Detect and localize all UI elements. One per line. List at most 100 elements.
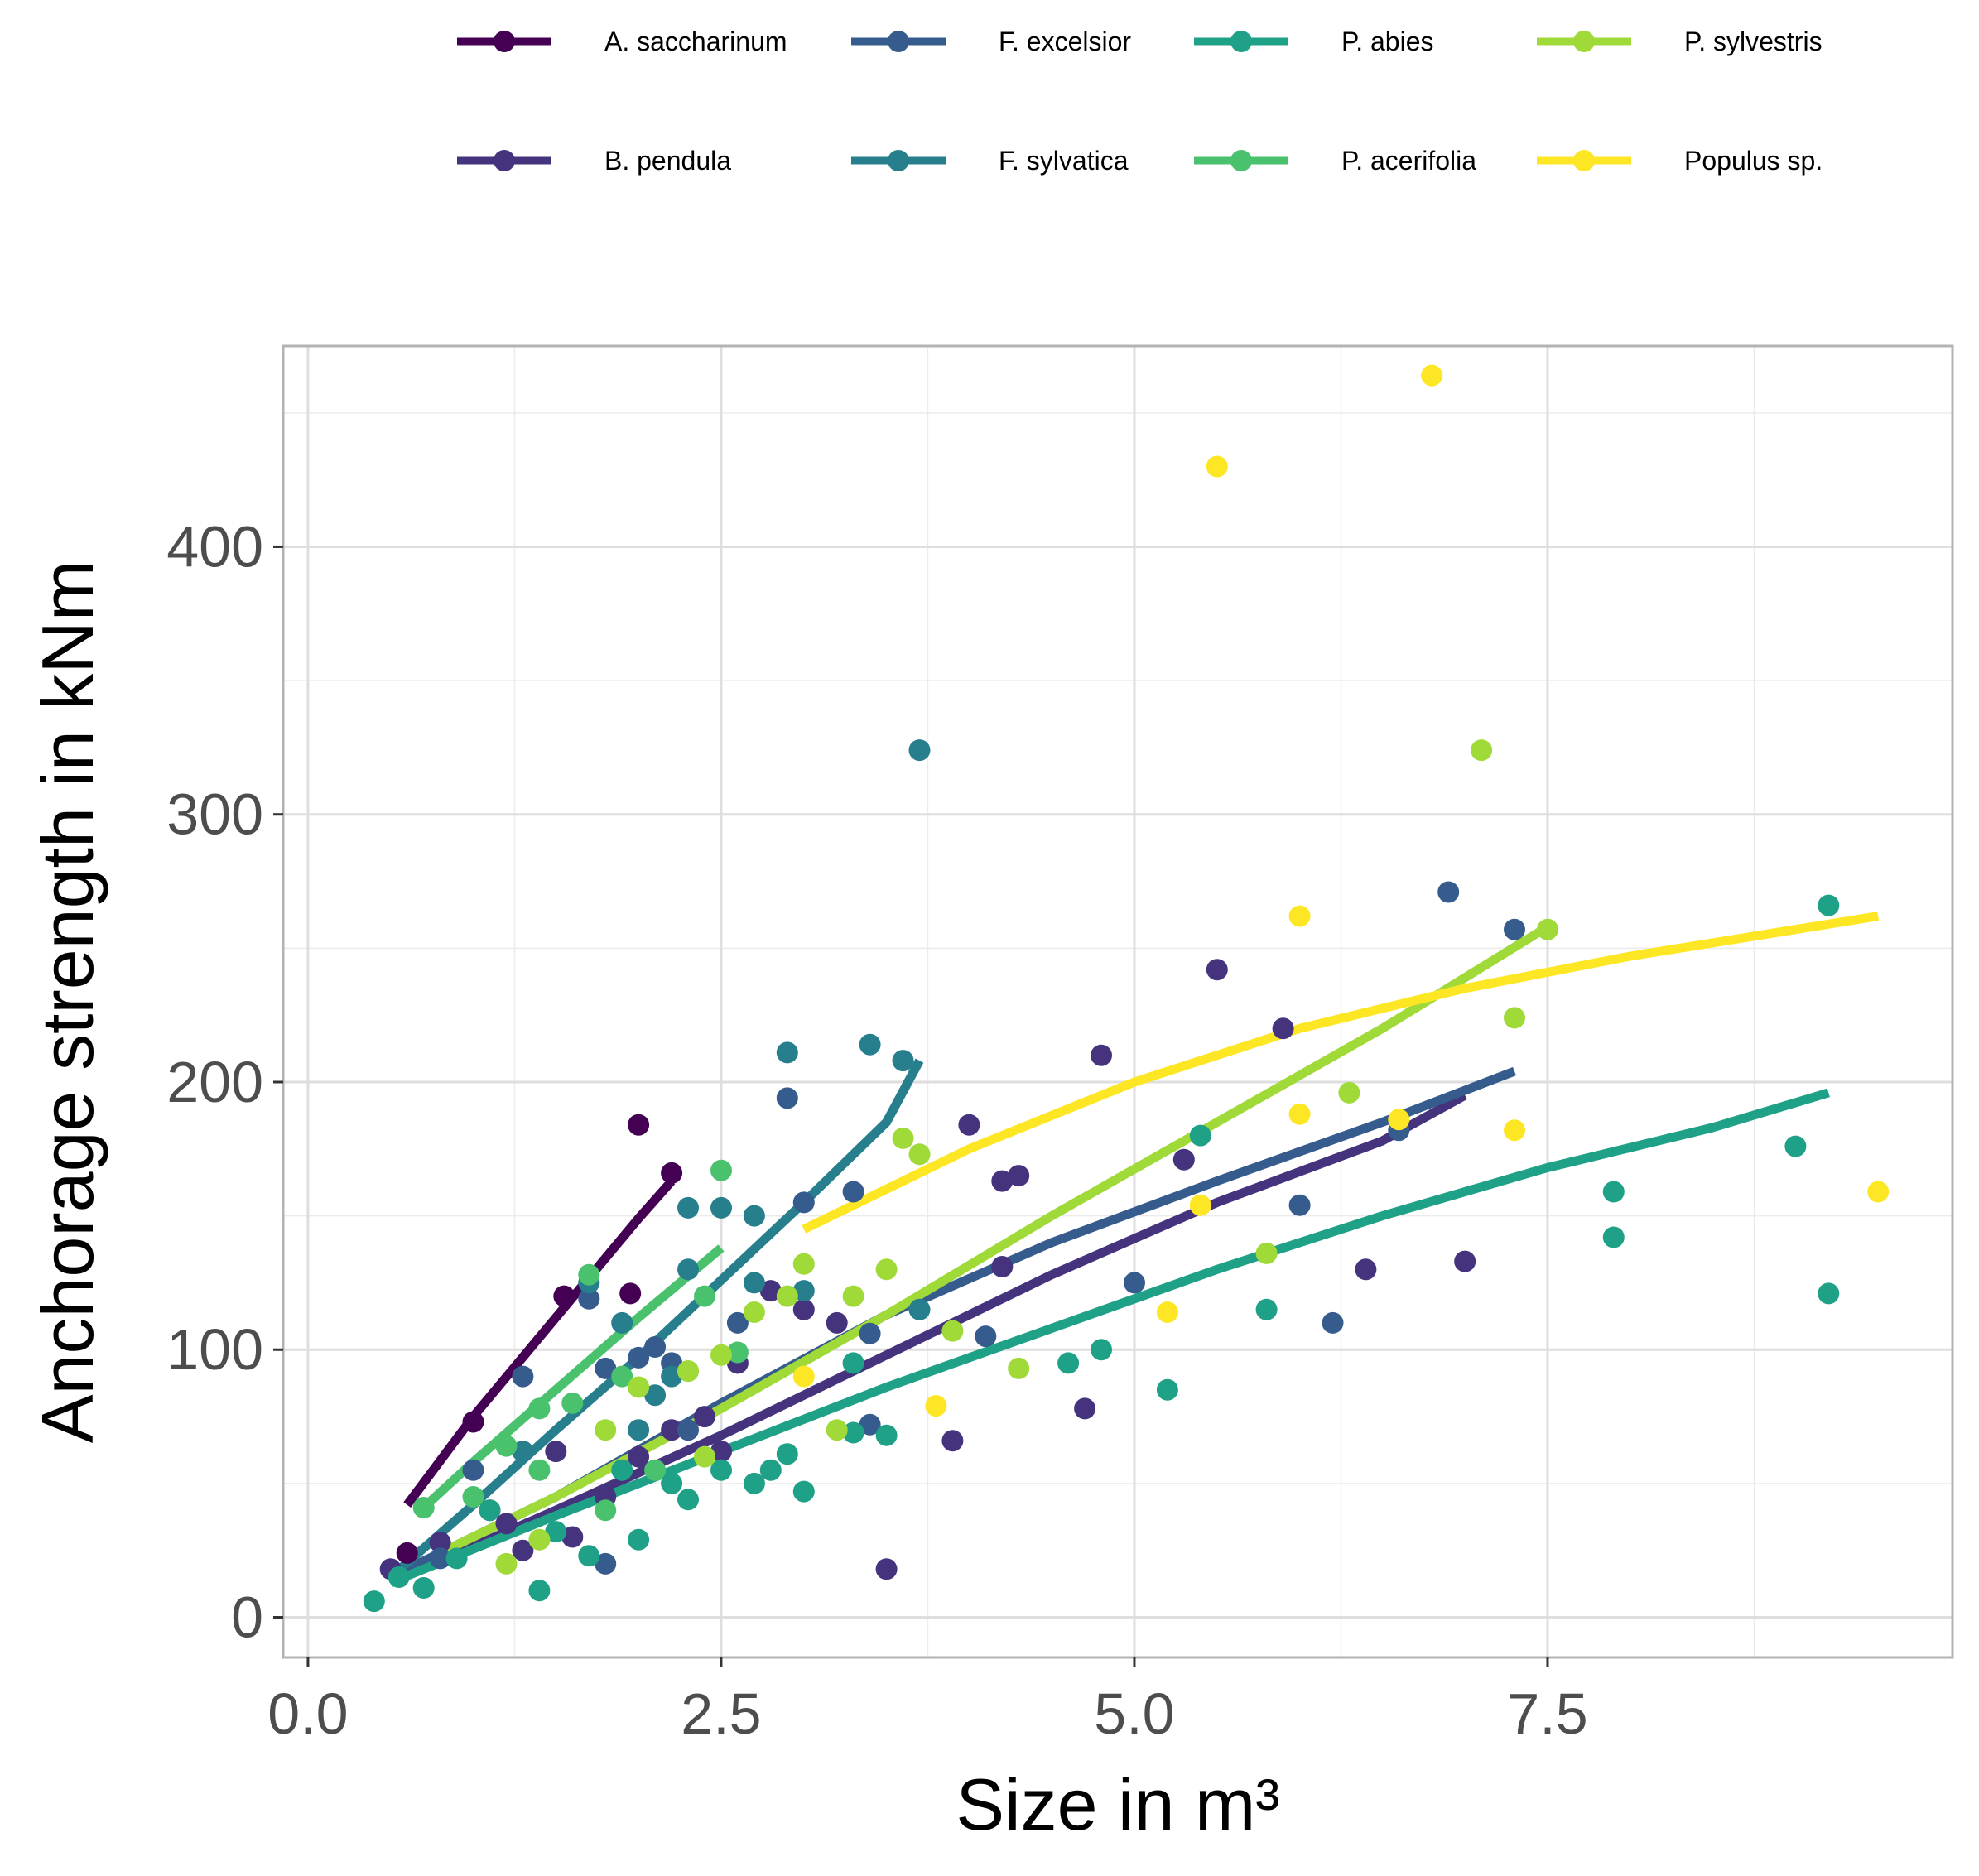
data-point <box>628 1528 650 1551</box>
data-point <box>1172 1148 1195 1171</box>
data-point <box>595 1419 617 1441</box>
data-point <box>941 1320 964 1342</box>
data-point <box>743 1272 765 1294</box>
legend-key-point <box>888 31 909 52</box>
data-point <box>412 1497 435 1518</box>
data-point <box>628 1445 650 1468</box>
data-point <box>644 1336 667 1358</box>
data-point <box>842 1352 864 1374</box>
data-point <box>578 1287 600 1310</box>
data-point <box>792 1191 815 1214</box>
data-point <box>611 1459 633 1481</box>
data-point <box>1008 1165 1030 1187</box>
data-point <box>462 1486 484 1508</box>
data-point <box>694 1285 715 1307</box>
data-point <box>1818 1282 1840 1305</box>
x-tick-label: 7.5 <box>1507 1681 1587 1746</box>
data-point <box>908 1298 931 1320</box>
fit-line <box>403 1177 676 1508</box>
fit-line <box>388 1058 924 1581</box>
data-point <box>892 1050 914 1072</box>
data-point <box>875 1558 898 1580</box>
data-point <box>1272 1017 1294 1040</box>
legend-key-point <box>1573 31 1595 52</box>
data-point <box>495 1513 518 1535</box>
data-point <box>1867 1181 1890 1203</box>
data-point <box>1255 1298 1278 1320</box>
data-point <box>694 1406 715 1428</box>
legend-label: P. abies <box>1341 26 1434 56</box>
data-point <box>553 1285 575 1307</box>
data-point <box>908 1143 931 1166</box>
data-point <box>1206 959 1228 981</box>
data-points <box>363 364 1890 1613</box>
data-point <box>412 1577 435 1599</box>
data-point <box>644 1384 667 1407</box>
data-point <box>859 1033 881 1056</box>
x-tick-label: 2.5 <box>681 1681 761 1746</box>
x-tick-label: 5.0 <box>1094 1681 1174 1746</box>
data-point <box>1818 894 1840 916</box>
plot-panel-border <box>282 344 1954 1659</box>
data-point <box>628 1114 650 1136</box>
data-point <box>958 1114 980 1136</box>
data-point <box>1421 364 1443 387</box>
data-point <box>1471 739 1493 762</box>
legend-label: F. sylvatica <box>999 146 1129 176</box>
legend-key-point <box>494 31 515 52</box>
data-point <box>991 1256 1014 1277</box>
fit-line <box>388 1088 1830 1587</box>
data-point <box>1156 1301 1178 1323</box>
data-point <box>445 1547 468 1570</box>
data-point <box>628 1346 650 1369</box>
data-point <box>1322 1311 1344 1334</box>
y-tick-label: 400 <box>166 514 263 579</box>
data-point <box>1454 1250 1476 1272</box>
data-point <box>1437 881 1460 903</box>
data-point <box>595 1357 617 1379</box>
data-point <box>578 1263 600 1286</box>
data-point <box>1057 1352 1080 1374</box>
data-point <box>792 1253 815 1275</box>
data-point <box>908 739 931 762</box>
data-point <box>561 1392 584 1414</box>
data-point <box>528 1528 551 1551</box>
data-point <box>528 1459 551 1481</box>
data-point <box>429 1547 451 1570</box>
data-point <box>561 1526 584 1548</box>
y-axis-title: Anchorage strength in kNm <box>26 560 108 1443</box>
axes: 0.0 2.5 5.0 7.5 0 100 200 300 400 <box>166 514 1587 1746</box>
legend: A. saccharinum B. pendula F. excelsior F. s… <box>457 26 1823 176</box>
data-point <box>545 1441 567 1463</box>
data-point <box>677 1258 699 1281</box>
data-point <box>429 1532 451 1553</box>
data-point <box>776 1087 798 1109</box>
legend-key-point <box>1230 150 1252 171</box>
data-point <box>743 1472 765 1494</box>
data-point <box>677 1419 699 1441</box>
data-point <box>512 1365 534 1388</box>
data-point <box>925 1395 947 1417</box>
data-point <box>1255 1242 1278 1264</box>
data-point <box>842 1421 864 1444</box>
data-point <box>677 1489 699 1511</box>
data-point <box>1784 1135 1807 1157</box>
data-point <box>1388 1109 1410 1131</box>
data-point <box>792 1480 815 1503</box>
data-point <box>661 1365 683 1388</box>
data-point <box>776 1041 798 1064</box>
data-point <box>710 1344 732 1366</box>
data-point <box>826 1311 848 1334</box>
data-point <box>1091 1339 1112 1361</box>
data-point <box>776 1443 798 1465</box>
data-point <box>495 1552 518 1575</box>
data-point <box>1189 1124 1211 1147</box>
fit-line <box>802 912 1880 1234</box>
legend-label: P. acerifolia <box>1341 146 1476 176</box>
data-point <box>512 1441 534 1463</box>
data-point <box>661 1162 683 1184</box>
x-axis-title: Size in m³ <box>956 1763 1279 1845</box>
data-point <box>462 1459 484 1481</box>
data-point <box>661 1472 683 1494</box>
